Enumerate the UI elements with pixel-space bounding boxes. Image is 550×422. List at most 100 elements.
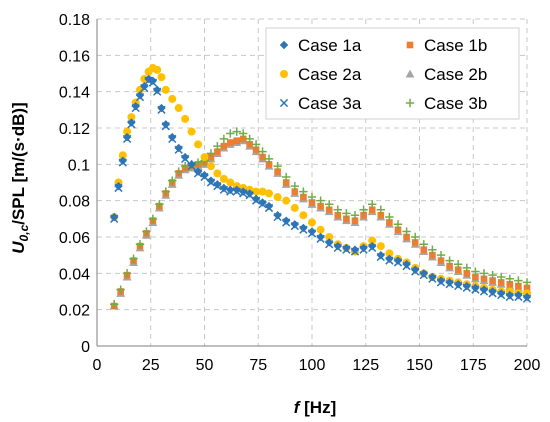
data-point-case-1b: [368, 206, 376, 214]
data-point-case-1a: [161, 120, 170, 129]
data-point-case-3b: [161, 187, 170, 196]
data-point-case-3b: [122, 269, 132, 278]
data-point-case-1a: [428, 272, 437, 282]
x-axis-title: f [Hz]: [294, 398, 337, 417]
data-point-case-1b: [411, 239, 419, 246]
data-point-case-1a: [226, 185, 235, 194]
data-point-case-1a: [282, 216, 291, 225]
data-point-case-3a: [144, 76, 153, 85]
y-axis-title-subscript: 0,c: [17, 224, 31, 241]
data-point-case-2a: [282, 196, 291, 205]
data-point-case-3b: [219, 134, 229, 144]
data-point-case-2a: [252, 187, 261, 196]
data-point-case-3b: [368, 200, 377, 209]
data-point-case-3b: [385, 212, 394, 222]
data-point-case-1a: [157, 103, 166, 113]
data-point-case-3b: [393, 220, 403, 229]
data-point-case-1a: [122, 132, 132, 142]
data-point-case-3a: [350, 247, 360, 256]
data-point-case-1b: [403, 233, 410, 241]
y-tick-label: 0.12: [59, 121, 90, 138]
y-tick-label: 0.08: [59, 194, 90, 211]
data-point-case-1a: [514, 290, 523, 300]
data-point-case-3b: [116, 285, 125, 294]
data-point-case-3b: [239, 129, 248, 138]
data-point-case-3b: [206, 149, 216, 158]
data-point-case-1a: [488, 287, 497, 296]
legend-marker-case-3b: [405, 98, 415, 108]
data-point-case-2a: [194, 140, 203, 149]
data-point-case-3b: [148, 214, 158, 224]
data-point-case-3b: [488, 270, 497, 280]
legend-label: Case 2b: [424, 65, 487, 84]
data-point-case-1a: [479, 285, 489, 294]
data-point-case-1a: [368, 241, 377, 251]
data-point-case-2a: [181, 114, 190, 123]
data-point-case-3a: [174, 145, 183, 154]
data-point-case-1b: [334, 211, 342, 219]
legend-item-case-2b: Case 2b: [405, 65, 487, 84]
data-point-case-3b: [129, 254, 138, 263]
data-point-case-3b: [273, 161, 282, 171]
data-point-case-3a: [497, 291, 506, 300]
data-point-case-1b: [291, 188, 299, 195]
x-tick-label: 100: [299, 357, 326, 374]
data-point-case-3a: [273, 212, 282, 222]
data-point-case-1a: [251, 194, 261, 204]
data-point-case-1b: [246, 141, 253, 148]
data-point-case-2a: [308, 218, 316, 227]
data-point-case-3b: [497, 272, 506, 282]
data-point-case-2a: [219, 174, 228, 183]
data-point-case-1a: [187, 160, 196, 169]
y-tick-label: 0.18: [59, 12, 90, 29]
data-point-case-1a: [180, 152, 190, 162]
legend-item-case-3a: Case 3a: [279, 94, 362, 113]
data-point-case-3b: [168, 176, 177, 185]
x-tick-label: 175: [460, 357, 487, 374]
data-point-case-3b: [174, 167, 183, 176]
data-point-case-3a: [232, 187, 241, 196]
data-point-case-3a: [522, 294, 532, 303]
data-point-case-3b: [135, 240, 145, 249]
data-point-case-3b: [232, 127, 241, 136]
data-point-case-1a: [245, 189, 254, 198]
legend-item-case-3b: Case 3b: [405, 94, 487, 113]
data-point-case-3a: [168, 134, 177, 144]
x-axis-title-symbol: f: [294, 398, 302, 417]
data-point-case-3b: [264, 154, 274, 164]
legend-label: Case 3a: [298, 94, 362, 113]
data-point-case-1b: [506, 280, 514, 288]
data-point-case-1b: [480, 275, 488, 283]
data-point-case-2a: [213, 169, 222, 178]
y-axis-title-symbol: U: [9, 241, 28, 254]
y-tick-label: 0.16: [59, 48, 90, 65]
data-series: [109, 64, 532, 310]
data-point-case-1b: [325, 206, 333, 214]
data-point-case-3a: [488, 289, 497, 298]
data-point-case-3a: [428, 274, 437, 283]
data-point-case-3a: [213, 182, 222, 191]
data-point-case-1a: [436, 276, 446, 285]
data-point-case-3a: [161, 122, 170, 131]
data-point-case-3a: [402, 261, 411, 271]
y-tick-label: 0: [81, 339, 90, 356]
legend-marker-case-2a: [280, 70, 288, 78]
data-point-case-3b: [110, 300, 119, 309]
data-point-case-1a: [445, 278, 454, 287]
data-point-case-1a: [131, 102, 140, 111]
data-point-case-3b: [333, 205, 342, 214]
data-point-case-3b: [180, 161, 190, 171]
data-point-case-3b: [454, 260, 463, 269]
y-tick-label: 0.06: [59, 230, 90, 247]
data-point-case-3b: [316, 196, 325, 205]
data-point-case-1b: [377, 211, 385, 219]
data-point-case-1b: [429, 251, 436, 259]
data-point-case-3a: [411, 267, 420, 276]
data-point-case-1a: [316, 232, 325, 242]
data-point-case-1b: [308, 199, 316, 206]
data-point-case-3a: [187, 162, 196, 171]
data-point-case-2a: [118, 151, 127, 160]
data-point-case-2a: [290, 203, 299, 212]
data-point-case-2a: [273, 193, 282, 202]
